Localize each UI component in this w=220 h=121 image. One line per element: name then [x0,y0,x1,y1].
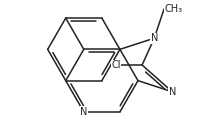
Text: CH₃: CH₃ [164,4,182,14]
Text: N: N [150,33,158,43]
Text: N: N [169,87,176,97]
Text: Cl: Cl [111,60,121,70]
Text: N: N [80,107,88,117]
